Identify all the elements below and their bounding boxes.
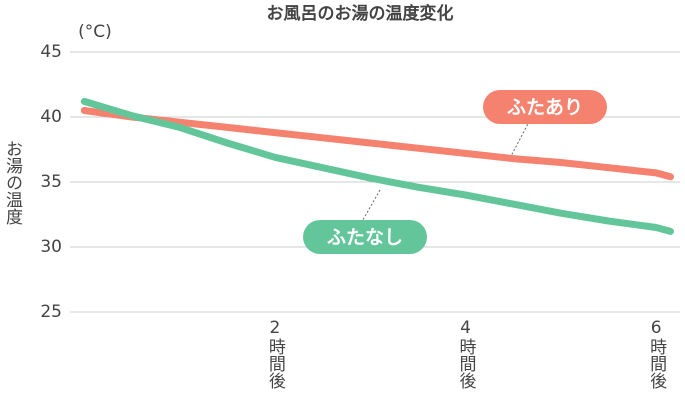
line-series xyxy=(80,97,674,235)
legend-label: ふたあり xyxy=(507,97,583,119)
leader-line xyxy=(509,119,531,159)
y-tick-label: 35 xyxy=(40,172,62,192)
x-tick-label: 4時間後 xyxy=(456,318,477,389)
leader-line xyxy=(359,189,381,226)
unit-label: (°C) xyxy=(78,22,112,42)
chart-title: お風呂のお湯の温度変化 xyxy=(267,3,454,24)
y-tick-label: 30 xyxy=(40,237,62,257)
legend-label: ふたなし xyxy=(327,227,403,249)
legend-pill xyxy=(303,220,427,254)
y-tick-label: 40 xyxy=(40,107,62,127)
x-tick-label: 2時間後 xyxy=(265,318,286,389)
y-axis-label: お湯の温度 xyxy=(2,140,23,225)
line-series xyxy=(80,107,674,181)
legend-pill xyxy=(483,90,607,124)
y-tick-label: 45 xyxy=(40,42,62,62)
x-tick-label: 6時間後 xyxy=(646,318,667,389)
y-tick-label: 25 xyxy=(40,302,62,322)
